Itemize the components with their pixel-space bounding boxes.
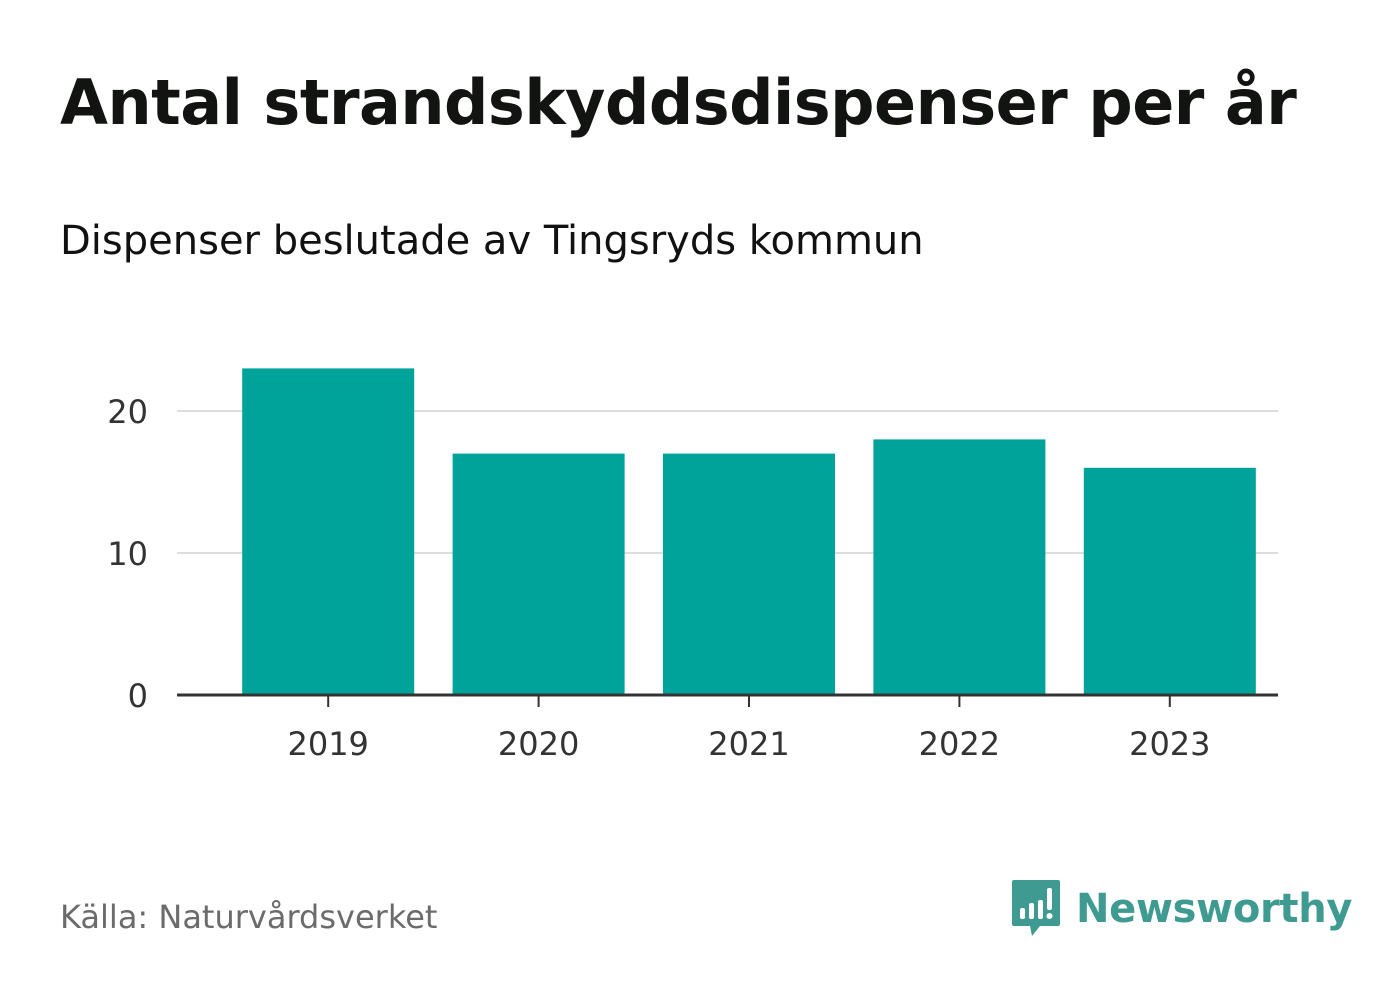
y-tick-label: 0 (128, 677, 148, 715)
bar-2021 (663, 453, 835, 695)
chart-subtitle: Dispenser beslutade av Tingsryds kommun (60, 218, 924, 264)
chart-title: Antal strandskyddsdispenser per år (60, 66, 1297, 139)
bar-2023 (1083, 467, 1256, 695)
x-tick-label: 2022 (919, 725, 1000, 763)
newsworthy-logo: Newsworthy (1010, 878, 1353, 940)
bar-2022 (873, 439, 1046, 695)
x-tick-label: 2023 (1129, 725, 1210, 763)
bar-2020 (452, 453, 625, 695)
x-tick-label: 2019 (287, 725, 368, 763)
brand-name: Newsworthy (1076, 886, 1353, 932)
bar-2019 (242, 368, 415, 695)
y-tick-label: 20 (107, 393, 148, 431)
source-note: Källa: Naturvårdsverket (60, 898, 438, 936)
y-tick-label: 10 (107, 535, 148, 573)
newsworthy-logo-icon (1012, 880, 1060, 936)
x-tick-label: 2020 (498, 725, 579, 763)
x-tick-label: 2021 (708, 725, 789, 763)
